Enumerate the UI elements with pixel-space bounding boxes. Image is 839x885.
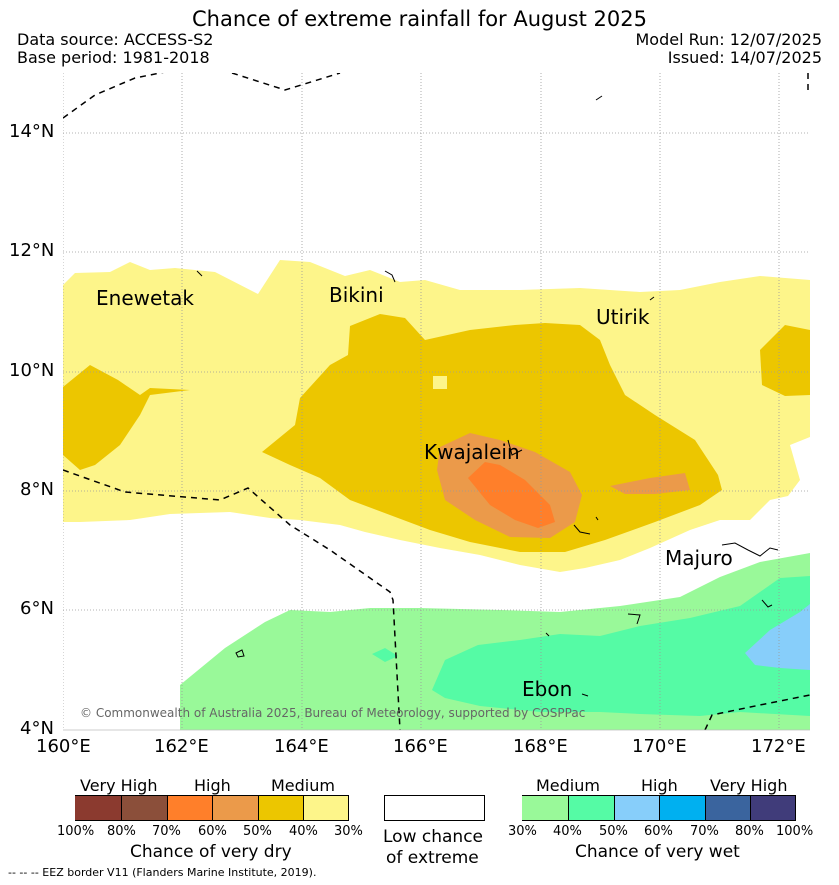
wet-legend-high: High	[641, 776, 678, 795]
place-label-majuro: Majuro	[665, 546, 733, 570]
lat-tick-10n: 10°N	[9, 360, 55, 381]
dry-swatch-70-60	[167, 796, 212, 820]
copyright-notice: © Commonwealth of Australia 2025, Bureau…	[80, 706, 586, 720]
dry-legend-very-high: Very High	[80, 776, 158, 795]
lon-tick-172e: 172°E	[751, 736, 806, 757]
dry-30-40-hole	[433, 376, 447, 389]
wet-legend-caption: Chance of very wet	[575, 842, 740, 862]
place-label-enewetak: Enewetak	[96, 286, 194, 310]
dry-60-70-region	[468, 462, 555, 528]
wet-pct-80: 80%	[735, 824, 764, 839]
wet-pct-50: 50%	[599, 824, 628, 839]
place-label-kwajalein: Kwajalein	[424, 440, 520, 464]
wet-color-bar	[522, 795, 796, 821]
wet-pct-40: 40%	[553, 824, 582, 839]
dry-pct-50: 50%	[243, 824, 272, 839]
wet-swatch-70-80	[705, 796, 750, 820]
place-label-bikini: Bikini	[329, 283, 384, 307]
wet-pct-70: 70%	[690, 824, 719, 839]
dry-pct-70: 70%	[152, 824, 181, 839]
lat-tick-4n: 4°N	[20, 718, 54, 739]
dry-legend-medium: Medium	[271, 776, 335, 795]
issued-date: Issued: 14/07/2025	[667, 48, 822, 67]
wet-pct-30: 30%	[508, 824, 537, 839]
lat-tick-8n: 8°N	[20, 479, 54, 500]
dry-swatch-80-70	[121, 796, 167, 820]
dry-pct-100: 100%	[57, 824, 95, 839]
place-label-ebon: Ebon	[522, 677, 573, 701]
lat-tick-6n: 6°N	[20, 598, 54, 619]
lon-tick-162e: 162°E	[154, 736, 209, 757]
dry-swatch-40-30	[303, 796, 348, 820]
low-chance-swatch	[384, 795, 485, 821]
wet-40-50-region	[432, 576, 810, 716]
lon-tick-160e: 160°E	[36, 736, 91, 757]
data-source: Data source: ACCESS-S2	[17, 30, 214, 49]
lon-tick-164e: 164°E	[274, 736, 329, 757]
place-label-utirik: Utirik	[596, 305, 650, 329]
lat-tick-14n: 14°N	[9, 121, 55, 142]
coastlines	[196, 95, 779, 697]
dry-color-bar	[75, 795, 349, 821]
dry-legend-high: High	[194, 776, 231, 795]
lon-tick-170e: 170°E	[632, 736, 687, 757]
dry-swatch-100-80	[75, 796, 121, 820]
lon-tick-166e: 166°E	[393, 736, 448, 757]
dry-40-50-east-region	[760, 325, 810, 396]
base-period: Base period: 1981-2018	[17, 48, 210, 67]
dry-40-50-region	[262, 314, 722, 552]
dry-pct-60: 60%	[198, 824, 227, 839]
low-chance-caption-line2: of extreme	[386, 848, 479, 868]
lat-tick-12n: 12°N	[9, 240, 55, 261]
dry-pct-30: 30%	[334, 824, 363, 839]
wet-legend-medium: Medium	[536, 776, 600, 795]
low-chance-caption-line1: Low chance	[383, 827, 483, 847]
wet-swatch-50-60	[614, 796, 659, 820]
rainfall-map	[63, 73, 810, 731]
lon-tick-168e: 168°E	[513, 736, 568, 757]
eez-borders	[63, 73, 810, 730]
wet-pct-100: 100%	[776, 824, 814, 839]
dry-50-60-east-region	[610, 473, 690, 494]
eez-border-note: -- -- -- EEZ border V11 (Flanders Marine…	[8, 866, 317, 879]
map-title: Chance of extreme rainfall for August 20…	[192, 7, 647, 31]
wet-swatch-60-70	[659, 796, 705, 820]
dry-swatch-60-50	[212, 796, 258, 820]
wet-40-50-small-region	[372, 648, 398, 662]
dry-40-50-west-region	[63, 365, 190, 470]
wet-swatch-40-50	[568, 796, 614, 820]
wet-50-60-region	[745, 604, 810, 670]
dry-swatch-50-40	[258, 796, 303, 820]
dry-pct-40: 40%	[289, 824, 318, 839]
model-run: Model Run: 12/07/2025	[635, 30, 823, 49]
dry-legend-caption: Chance of very dry	[130, 842, 292, 862]
wet-swatch-80-100	[750, 796, 795, 820]
wet-pct-60: 60%	[644, 824, 673, 839]
dry-pct-80: 80%	[107, 824, 136, 839]
wet-legend-very-high: Very High	[710, 776, 788, 795]
wet-swatch-30-40	[522, 796, 568, 820]
